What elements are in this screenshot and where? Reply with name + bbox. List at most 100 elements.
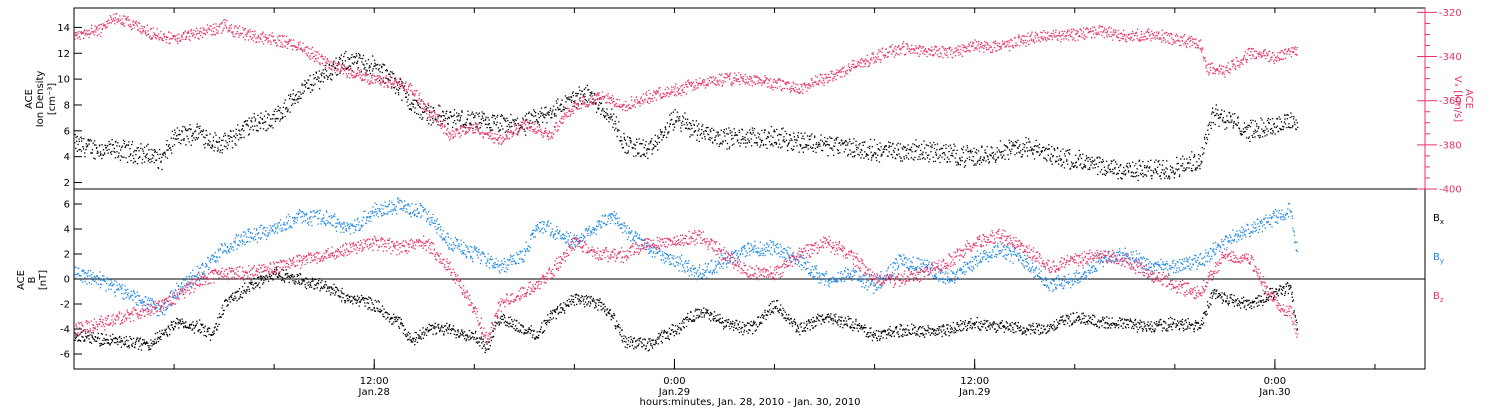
density-point <box>1193 156 1195 159</box>
density-point <box>169 147 171 149</box>
density-point <box>1109 168 1112 171</box>
vx-point <box>892 51 894 53</box>
density-point <box>565 101 567 103</box>
vx-point <box>1101 26 1103 28</box>
vx-point <box>1118 40 1120 42</box>
vx-point <box>962 49 964 52</box>
bx-point <box>75 337 77 339</box>
vx-point <box>1072 28 1074 30</box>
density-point <box>447 122 449 125</box>
density-point <box>259 116 261 119</box>
vx-point <box>1185 40 1187 42</box>
vx-point <box>217 30 219 32</box>
density-point <box>615 116 617 118</box>
density-point <box>1260 117 1262 119</box>
density-point <box>694 130 697 132</box>
density-point <box>1231 121 1233 123</box>
vx-point <box>551 137 554 139</box>
density-point <box>1014 154 1016 156</box>
density-point <box>603 114 605 117</box>
vx-point <box>1167 40 1169 42</box>
vx-point <box>280 45 282 48</box>
vx-point <box>678 93 680 95</box>
vx-point <box>980 46 982 48</box>
density-point <box>610 113 612 115</box>
density-point <box>1136 168 1138 170</box>
vx-point <box>910 48 912 51</box>
density-point <box>121 145 123 147</box>
vx-point <box>332 66 334 68</box>
density-point <box>1023 146 1025 149</box>
vx-point <box>568 107 570 110</box>
density-point <box>419 116 421 119</box>
vx-point <box>1156 35 1158 37</box>
density-point <box>845 140 847 143</box>
density-point <box>830 137 832 139</box>
density-point <box>1142 176 1144 178</box>
density-point <box>301 83 303 85</box>
density-point <box>202 129 205 131</box>
vx-point <box>1026 40 1029 42</box>
vx-point <box>733 77 735 79</box>
density-point <box>800 132 802 134</box>
vx-point <box>645 93 647 95</box>
density-point <box>660 133 662 136</box>
density-point <box>78 149 80 151</box>
vx-point <box>545 130 547 132</box>
density-point <box>719 143 721 145</box>
vx-point <box>879 59 881 61</box>
vx-point <box>1117 29 1119 32</box>
vx-point <box>806 90 808 92</box>
vx-point <box>522 121 524 123</box>
density-point <box>852 142 854 144</box>
vx-point <box>122 24 124 26</box>
density-point <box>693 124 695 126</box>
vx-point <box>718 84 720 86</box>
vx-point <box>98 33 100 35</box>
vx-point <box>1189 40 1191 43</box>
density-point <box>117 156 119 158</box>
density-point <box>1060 150 1062 152</box>
density-point <box>1172 170 1174 172</box>
vx-point <box>298 43 300 46</box>
vx-point <box>844 75 846 77</box>
vx-point <box>1042 39 1044 41</box>
vx-point <box>634 99 636 101</box>
vx-point <box>1050 32 1052 35</box>
vx-point <box>480 133 482 135</box>
density-point <box>1186 158 1188 160</box>
vx-point <box>797 84 799 86</box>
vx-point <box>409 89 412 92</box>
density-point <box>1012 142 1014 144</box>
density-point <box>826 141 828 143</box>
density-point <box>414 99 416 101</box>
bx-point <box>78 339 80 341</box>
density-point <box>469 122 471 125</box>
vx-point <box>790 90 793 92</box>
density-point <box>407 98 409 101</box>
vx-point <box>1043 30 1045 32</box>
bx-point <box>75 333 77 335</box>
vx-point <box>457 133 459 135</box>
vx-point <box>845 72 847 74</box>
density-point <box>673 126 676 128</box>
vx-point <box>751 80 753 82</box>
vx-point <box>642 100 644 102</box>
density-point <box>555 115 557 117</box>
density-point <box>379 71 381 73</box>
vx-point <box>557 129 559 131</box>
vx-point <box>284 46 286 48</box>
density-point <box>668 131 670 133</box>
vx-point <box>363 79 365 81</box>
density-point <box>1173 177 1175 179</box>
density-point <box>243 136 245 139</box>
density-point <box>414 107 416 109</box>
density-point <box>1205 143 1208 145</box>
density-point <box>885 145 887 147</box>
density-point <box>318 77 320 79</box>
density-point <box>750 138 752 140</box>
density-point <box>1240 134 1242 136</box>
density-point <box>1195 167 1197 169</box>
vx-point <box>957 51 959 54</box>
vx-point <box>776 82 778 84</box>
